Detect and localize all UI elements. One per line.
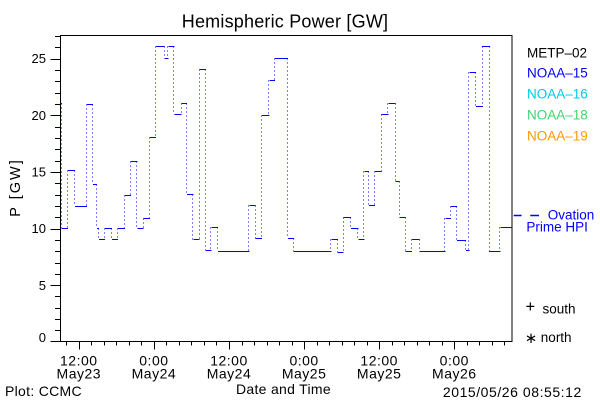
svg-text:south: south: [543, 301, 576, 316]
svg-text:May25: May25: [282, 365, 327, 381]
svg-text:Hemispheric Power [GW]: Hemispheric Power [GW]: [182, 12, 388, 32]
svg-text:12:00: 12:00: [60, 353, 98, 369]
svg-text:10: 10: [32, 221, 46, 236]
svg-text:P [GW]: P [GW]: [8, 158, 24, 216]
svg-text:May24: May24: [132, 365, 177, 381]
svg-text:12:00: 12:00: [210, 353, 248, 369]
svg-text:Ovation: Ovation: [548, 208, 595, 223]
svg-text:May24: May24: [207, 365, 252, 381]
svg-text:Date and Time: Date and Time: [236, 381, 331, 397]
svg-text:NOAA–15: NOAA–15: [527, 66, 588, 81]
svg-text:NOAA–18: NOAA–18: [527, 108, 588, 123]
svg-text:Prime HPI: Prime HPI: [526, 220, 588, 235]
svg-text:NOAA–16: NOAA–16: [527, 87, 588, 102]
svg-text:5: 5: [39, 278, 46, 293]
svg-text:2015/05/26 08:55:12: 2015/05/26 08:55:12: [443, 384, 582, 400]
svg-text:NOAA–19: NOAA–19: [527, 129, 588, 144]
svg-text:15: 15: [32, 165, 46, 180]
svg-text:May26: May26: [432, 365, 477, 381]
svg-text:12:00: 12:00: [360, 353, 398, 369]
svg-text:20: 20: [32, 108, 46, 123]
svg-text:0:00: 0:00: [440, 353, 469, 369]
svg-text:0:00: 0:00: [289, 353, 318, 369]
svg-text:0:00: 0:00: [139, 353, 168, 369]
svg-text:25: 25: [32, 51, 46, 66]
svg-text:METP–02: METP–02: [527, 46, 587, 61]
svg-text:May25: May25: [357, 365, 402, 381]
svg-text:0: 0: [39, 330, 46, 345]
svg-text:+: +: [526, 298, 536, 316]
svg-text:north: north: [541, 330, 572, 345]
svg-text:May23: May23: [57, 365, 102, 381]
svg-text:Plot: CCMC: Plot: CCMC: [5, 383, 82, 399]
svg-text:∗: ∗: [525, 330, 538, 347]
